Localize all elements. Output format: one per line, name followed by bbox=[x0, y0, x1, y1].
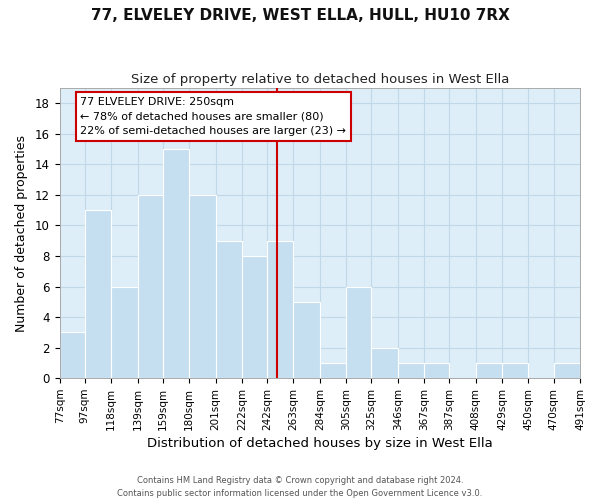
Bar bbox=[137, 195, 163, 378]
Bar bbox=[215, 241, 242, 378]
Bar bbox=[111, 286, 137, 378]
Bar bbox=[293, 302, 320, 378]
X-axis label: Distribution of detached houses by size in West Ella: Distribution of detached houses by size … bbox=[147, 437, 493, 450]
Bar bbox=[476, 363, 502, 378]
Bar bbox=[163, 149, 189, 378]
Bar bbox=[502, 363, 529, 378]
Text: 77, ELVELEY DRIVE, WEST ELLA, HULL, HU10 7RX: 77, ELVELEY DRIVE, WEST ELLA, HULL, HU10… bbox=[91, 8, 509, 22]
Bar bbox=[189, 195, 215, 378]
Bar bbox=[424, 363, 449, 378]
Bar bbox=[59, 332, 85, 378]
Y-axis label: Number of detached properties: Number of detached properties bbox=[15, 134, 28, 332]
Title: Size of property relative to detached houses in West Ella: Size of property relative to detached ho… bbox=[131, 72, 509, 86]
Bar bbox=[320, 363, 346, 378]
Bar bbox=[554, 363, 580, 378]
Bar bbox=[371, 348, 398, 378]
Bar bbox=[398, 363, 424, 378]
Bar bbox=[267, 241, 293, 378]
Bar bbox=[346, 286, 371, 378]
Text: 77 ELVELEY DRIVE: 250sqm
← 78% of detached houses are smaller (80)
22% of semi-d: 77 ELVELEY DRIVE: 250sqm ← 78% of detach… bbox=[80, 97, 346, 136]
Bar bbox=[85, 210, 111, 378]
Bar bbox=[242, 256, 267, 378]
Text: Contains HM Land Registry data © Crown copyright and database right 2024.
Contai: Contains HM Land Registry data © Crown c… bbox=[118, 476, 482, 498]
